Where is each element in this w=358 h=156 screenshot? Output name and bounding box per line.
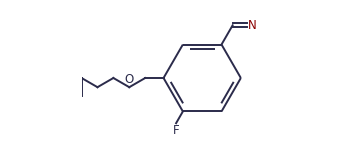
Text: F: F [173, 124, 179, 137]
Text: N: N [247, 19, 256, 32]
Text: O: O [125, 73, 134, 86]
